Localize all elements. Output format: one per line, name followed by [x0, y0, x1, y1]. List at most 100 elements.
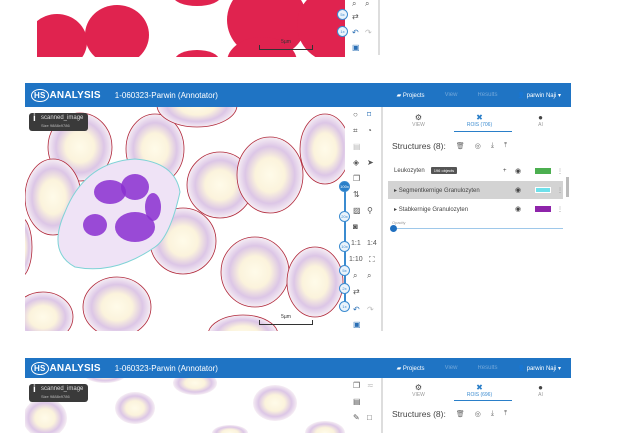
- tab-ai[interactable]: ● AI: [510, 383, 571, 398]
- magic-wand-icon[interactable]: ◔: [367, 126, 372, 135]
- zoom-level-2x[interactable]: 2x: [339, 283, 350, 294]
- undo-icon[interactable]: ↶: [353, 305, 360, 314]
- tab-view[interactable]: ⚙ VIEW: [388, 113, 449, 128]
- nav-view[interactable]: View: [444, 365, 458, 371]
- swap-icon[interactable]: ⇄: [353, 287, 360, 296]
- zoom-level-1x[interactable]: 1x: [339, 301, 350, 312]
- zoom-level-10x[interactable]: 10x: [339, 241, 350, 252]
- user-menu[interactable]: 👤 parwin Naji ▾: [517, 365, 561, 372]
- rectangle-tool-icon[interactable]: □: [367, 413, 372, 422]
- tab-view[interactable]: ⚙ VIEW: [388, 383, 449, 398]
- red-blood-cell: [173, 378, 217, 395]
- structure-row[interactable]: Leukozyten 196 objects + ◉ ⋮: [394, 167, 563, 175]
- undo-icon[interactable]: ↶: [352, 28, 359, 37]
- zoom-in-icon[interactable]: ⌕: [352, 0, 357, 8]
- add-icon[interactable]: +: [503, 168, 507, 174]
- more-icon[interactable]: ⋮: [557, 206, 563, 213]
- color-swatch[interactable]: [535, 187, 551, 193]
- layers-icon[interactable]: ❐: [353, 174, 361, 183]
- grid-icon[interactable]: ▤: [353, 142, 361, 151]
- nav-results[interactable]: Results: [477, 92, 498, 98]
- list-scrollbar[interactable]: [566, 177, 569, 197]
- grid-icon[interactable]: ▤: [353, 397, 361, 406]
- app-logo[interactable]: HS ANALYSIS: [31, 88, 101, 102]
- splitter[interactable]: [381, 107, 383, 331]
- circle-tool-icon[interactable]: ○: [353, 110, 358, 119]
- fit-screen-icon[interactable]: ⛶: [369, 255, 375, 264]
- image-viewer-top[interactable]: 5µm: [37, 0, 345, 57]
- nav-projects[interactable]: ▰ Projects: [396, 365, 425, 372]
- info-icon: i: [33, 384, 36, 395]
- color-swatch[interactable]: [535, 206, 551, 212]
- save-icon[interactable]: ▣: [352, 43, 360, 52]
- panel-tabs: ⚙ VIEW ✖ ROIS (706) ● AI: [388, 113, 571, 128]
- red-blood-cell-mask: [37, 14, 87, 57]
- tab-ai[interactable]: ● AI: [510, 113, 571, 128]
- redo-icon[interactable]: ↷: [367, 305, 374, 314]
- image-viewer[interactable]: i scanned_image Size 9888x9786 5µm: [25, 107, 345, 331]
- opacity-slider[interactable]: [393, 228, 563, 229]
- structure-row-selected[interactable]: ▸ Segmentkernige Granulozyten ◉ ⋮: [388, 181, 563, 199]
- filter-icon[interactable]: ≂: [367, 381, 374, 390]
- save-icon[interactable]: ▣: [353, 320, 361, 329]
- eye-icon[interactable]: ◉: [515, 187, 522, 194]
- scale-bar: 5µm: [259, 314, 313, 325]
- color-swatch[interactable]: [535, 168, 551, 174]
- zoom-level-5x[interactable]: 5x: [339, 265, 350, 276]
- side-panel: ⚙ VIEW ✖ ROIS (696) ● AI Structures (8): 🗑 …: [388, 378, 571, 433]
- swap-icon[interactable]: ⇄: [352, 12, 359, 21]
- opacity-label: Opacity: [392, 220, 406, 225]
- redo-icon[interactable]: ↷: [365, 28, 372, 37]
- splitter[interactable]: [381, 378, 383, 433]
- nav-results[interactable]: Results: [477, 365, 498, 371]
- rectangle-tool-icon[interactable]: ⌗: [353, 126, 358, 135]
- download-icon[interactable]: ⤓: [490, 410, 494, 417]
- ratio-1-1[interactable]: 1:1: [351, 240, 361, 247]
- zoom-out-icon[interactable]: ⌕: [367, 271, 372, 280]
- delete-icon[interactable]: 🗑: [455, 143, 465, 150]
- image-viewer[interactable]: i scanned_image Size 9888x9786: [25, 378, 345, 433]
- polygon-tool-icon[interactable]: ⌑: [367, 110, 372, 119]
- eye-icon[interactable]: ◉: [515, 206, 522, 213]
- layers-icon[interactable]: ❐: [353, 381, 361, 390]
- more-icon[interactable]: ⋮: [557, 168, 563, 175]
- hide-icon[interactable]: ◎: [474, 411, 481, 418]
- zoom-level-20x[interactable]: 20x: [339, 211, 350, 222]
- project-title: 1-060323-Parwin (Annotator): [114, 90, 218, 100]
- user-menu[interactable]: 👤 parwin Naji ▾: [517, 92, 561, 99]
- hide-icon[interactable]: ◎: [474, 143, 481, 150]
- upload-icon[interactable]: ⤒: [503, 142, 508, 149]
- camera-icon[interactable]: ◙: [353, 222, 358, 231]
- sort-icon[interactable]: ⇅: [353, 190, 360, 199]
- more-icon[interactable]: ⋮: [557, 187, 563, 194]
- image-icon[interactable]: ▨: [353, 206, 361, 215]
- red-blood-cell: [208, 314, 278, 331]
- zoom-level-100x[interactable]: 100x: [339, 181, 350, 192]
- opacity-slider-handle[interactable]: [390, 225, 397, 232]
- nav-view[interactable]: View: [444, 92, 458, 98]
- tab-rois[interactable]: ✖ ROIS (696): [449, 383, 510, 398]
- zoom-out-icon[interactable]: ⌕: [365, 0, 370, 8]
- pin-icon[interactable]: ⚲: [367, 206, 373, 215]
- red-blood-cell: [220, 236, 290, 308]
- app-logo[interactable]: HS ANALYSIS: [31, 361, 101, 375]
- ratio-1-10[interactable]: 1:10: [349, 256, 363, 263]
- zoom-in-icon[interactable]: ⌕: [353, 271, 358, 280]
- eye-icon[interactable]: ◉: [515, 168, 522, 175]
- zoom-level-1x[interactable]: 1x: [337, 26, 348, 37]
- ratio-1-4[interactable]: 1:4: [367, 240, 377, 247]
- zoom-level-5x[interactable]: 5x: [337, 9, 348, 20]
- nav-projects[interactable]: ▰ Projects: [396, 92, 425, 99]
- tab-rois[interactable]: ✖ ROIS (706): [449, 113, 510, 128]
- upload-icon[interactable]: ⤒: [503, 410, 508, 417]
- fill-icon[interactable]: ◈: [353, 158, 360, 167]
- leukocyte-outline: [57, 158, 181, 270]
- structures-header: Structures (8): 🗑 ◎ ⤓ ⤒: [392, 141, 508, 151]
- structure-row[interactable]: ▸ Stabkernige Granulozyten ◉ ⋮: [394, 206, 563, 213]
- pen-icon[interactable]: ✎: [353, 413, 360, 422]
- download-icon[interactable]: ⤓: [490, 142, 494, 149]
- delete-icon[interactable]: 🗑: [455, 411, 465, 418]
- pointer-icon[interactable]: ➤: [367, 158, 374, 167]
- splitter[interactable]: [378, 0, 380, 55]
- red-blood-cell: [115, 392, 155, 424]
